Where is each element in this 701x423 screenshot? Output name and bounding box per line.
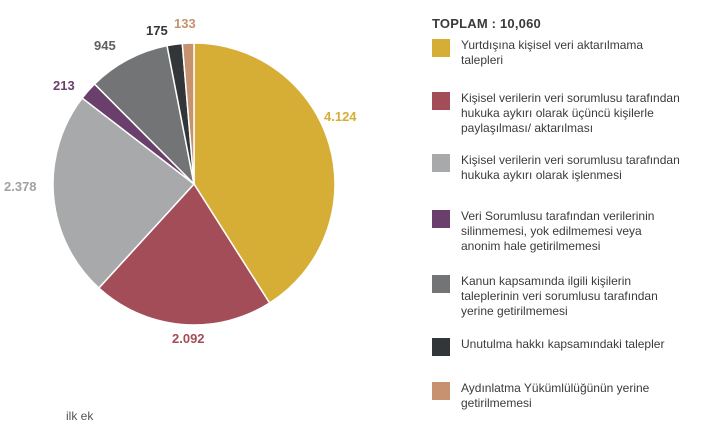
legend-label: Unutulma hakkı kapsamındaki talepler — [461, 337, 665, 351]
legend-swatch — [432, 338, 450, 356]
pie-slice — [93, 44, 196, 187]
legend-label: Aydınlatma Yükümlülüğünün yerine getirilm… — [461, 381, 650, 410]
slice-value-label: 2.092 — [172, 331, 205, 346]
legend-item: Kişisel verilerin veri sorumlusu tarafın… — [432, 153, 701, 183]
legend-swatch — [432, 275, 450, 293]
slice-value-label: 133 — [174, 16, 196, 31]
bottom-cut-text: ilk ek — [66, 409, 94, 423]
legend-item: Kanun kapsamında ilgili kişilerin taleple… — [432, 274, 701, 319]
legend-item: Yurtdışına kişisel veri aktarılmama talep… — [432, 38, 701, 68]
pie-slice — [193, 42, 336, 305]
slice-value-label: 945 — [94, 38, 116, 53]
total-label: TOPLAM : 10,060 — [432, 16, 541, 31]
slice-value-label: 175 — [146, 23, 168, 38]
legend-label: Yurtdışına kişisel veri aktarılmama talep… — [461, 38, 644, 67]
legend-swatch — [432, 210, 450, 228]
legend-item: Unutulma hakkı kapsamındaki talepler — [432, 337, 701, 356]
slice-value-label: 213 — [53, 78, 75, 93]
pie-chart: 4.124 2.092 2.378 213 945 175 133 — [4, 16, 357, 346]
legend-label: Kanun kapsamında ilgili kişilerin taleple… — [461, 274, 658, 318]
legend-label: Veri Sorumlusu tarafından verilerinin sil… — [461, 209, 655, 253]
legend-item: Veri Sorumlusu tarafından verilerinin sil… — [432, 209, 701, 254]
legend-swatch — [432, 39, 450, 57]
pie-slice — [52, 97, 196, 290]
pie-slice — [181, 42, 195, 185]
slice-value-label: 2.378 — [4, 179, 37, 194]
slice-value-label: 4.124 — [324, 109, 357, 124]
legend-swatch — [432, 382, 450, 400]
legend-label: Kişisel verilerin veri sorumlusu tarafın… — [461, 91, 680, 135]
legend-swatch — [432, 154, 450, 172]
legend-label: Kişisel verilerin veri sorumlusu tarafın… — [461, 153, 680, 182]
legend-item: Kişisel verilerin veri sorumlusu tarafın… — [432, 91, 701, 136]
pie-slice — [97, 182, 271, 326]
legend-swatch — [432, 92, 450, 110]
legend-item: Aydınlatma Yükümlülüğünün yerine getirilm… — [432, 381, 701, 411]
